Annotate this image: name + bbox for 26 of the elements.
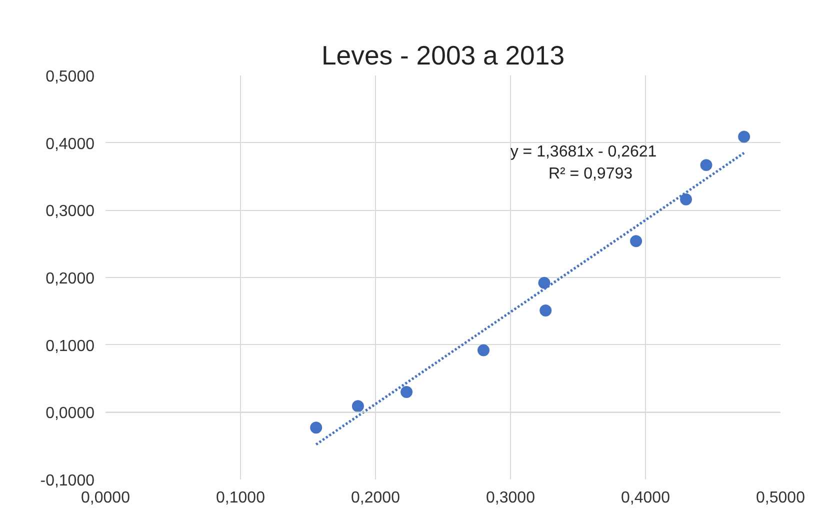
point [630,235,642,248]
point [738,130,750,143]
point [478,344,490,356]
y-tick-label: 0,5000 [46,68,95,86]
y-tick-label: 0,0000 [46,405,95,422]
y-tick-label: 0,4000 [46,136,95,153]
point [400,386,413,398]
point [352,400,364,412]
x-tick-label: 0,5000 [756,490,806,506]
y-tick-label: 0,2000 [46,270,95,288]
y-tick-label: 0,1000 [46,338,95,355]
point [538,276,550,289]
point [310,422,322,434]
annotation: y = 1,3681x - 0,2621 [510,144,657,160]
x-tick-label: 0,0000 [81,490,130,506]
x-tick-label: 0,3000 [486,490,536,506]
x-tick-label: 0,2000 [351,490,400,506]
annotation: R² = 0,9793 [548,166,633,182]
chart-title: Leves - 2003 a 2013 [321,40,565,70]
point [680,193,692,206]
x-tick-label: 0,1000 [216,490,266,506]
y-tick-label: -0,1000 [40,472,95,490]
point [700,159,712,172]
point [540,304,552,316]
x-tick-label: 0,4000 [621,490,670,506]
y-tick-label: 0,3000 [46,203,95,220]
